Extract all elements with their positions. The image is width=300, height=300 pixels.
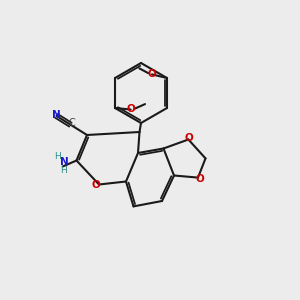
Text: C: C [68, 118, 75, 128]
Text: O: O [148, 69, 156, 80]
Text: O: O [184, 133, 194, 143]
Text: N: N [52, 110, 61, 120]
Text: H: H [54, 152, 61, 161]
Text: O: O [91, 179, 100, 190]
Text: N: N [60, 157, 69, 167]
Text: O: O [126, 104, 135, 115]
Text: H: H [61, 166, 67, 175]
Text: O: O [195, 174, 204, 184]
